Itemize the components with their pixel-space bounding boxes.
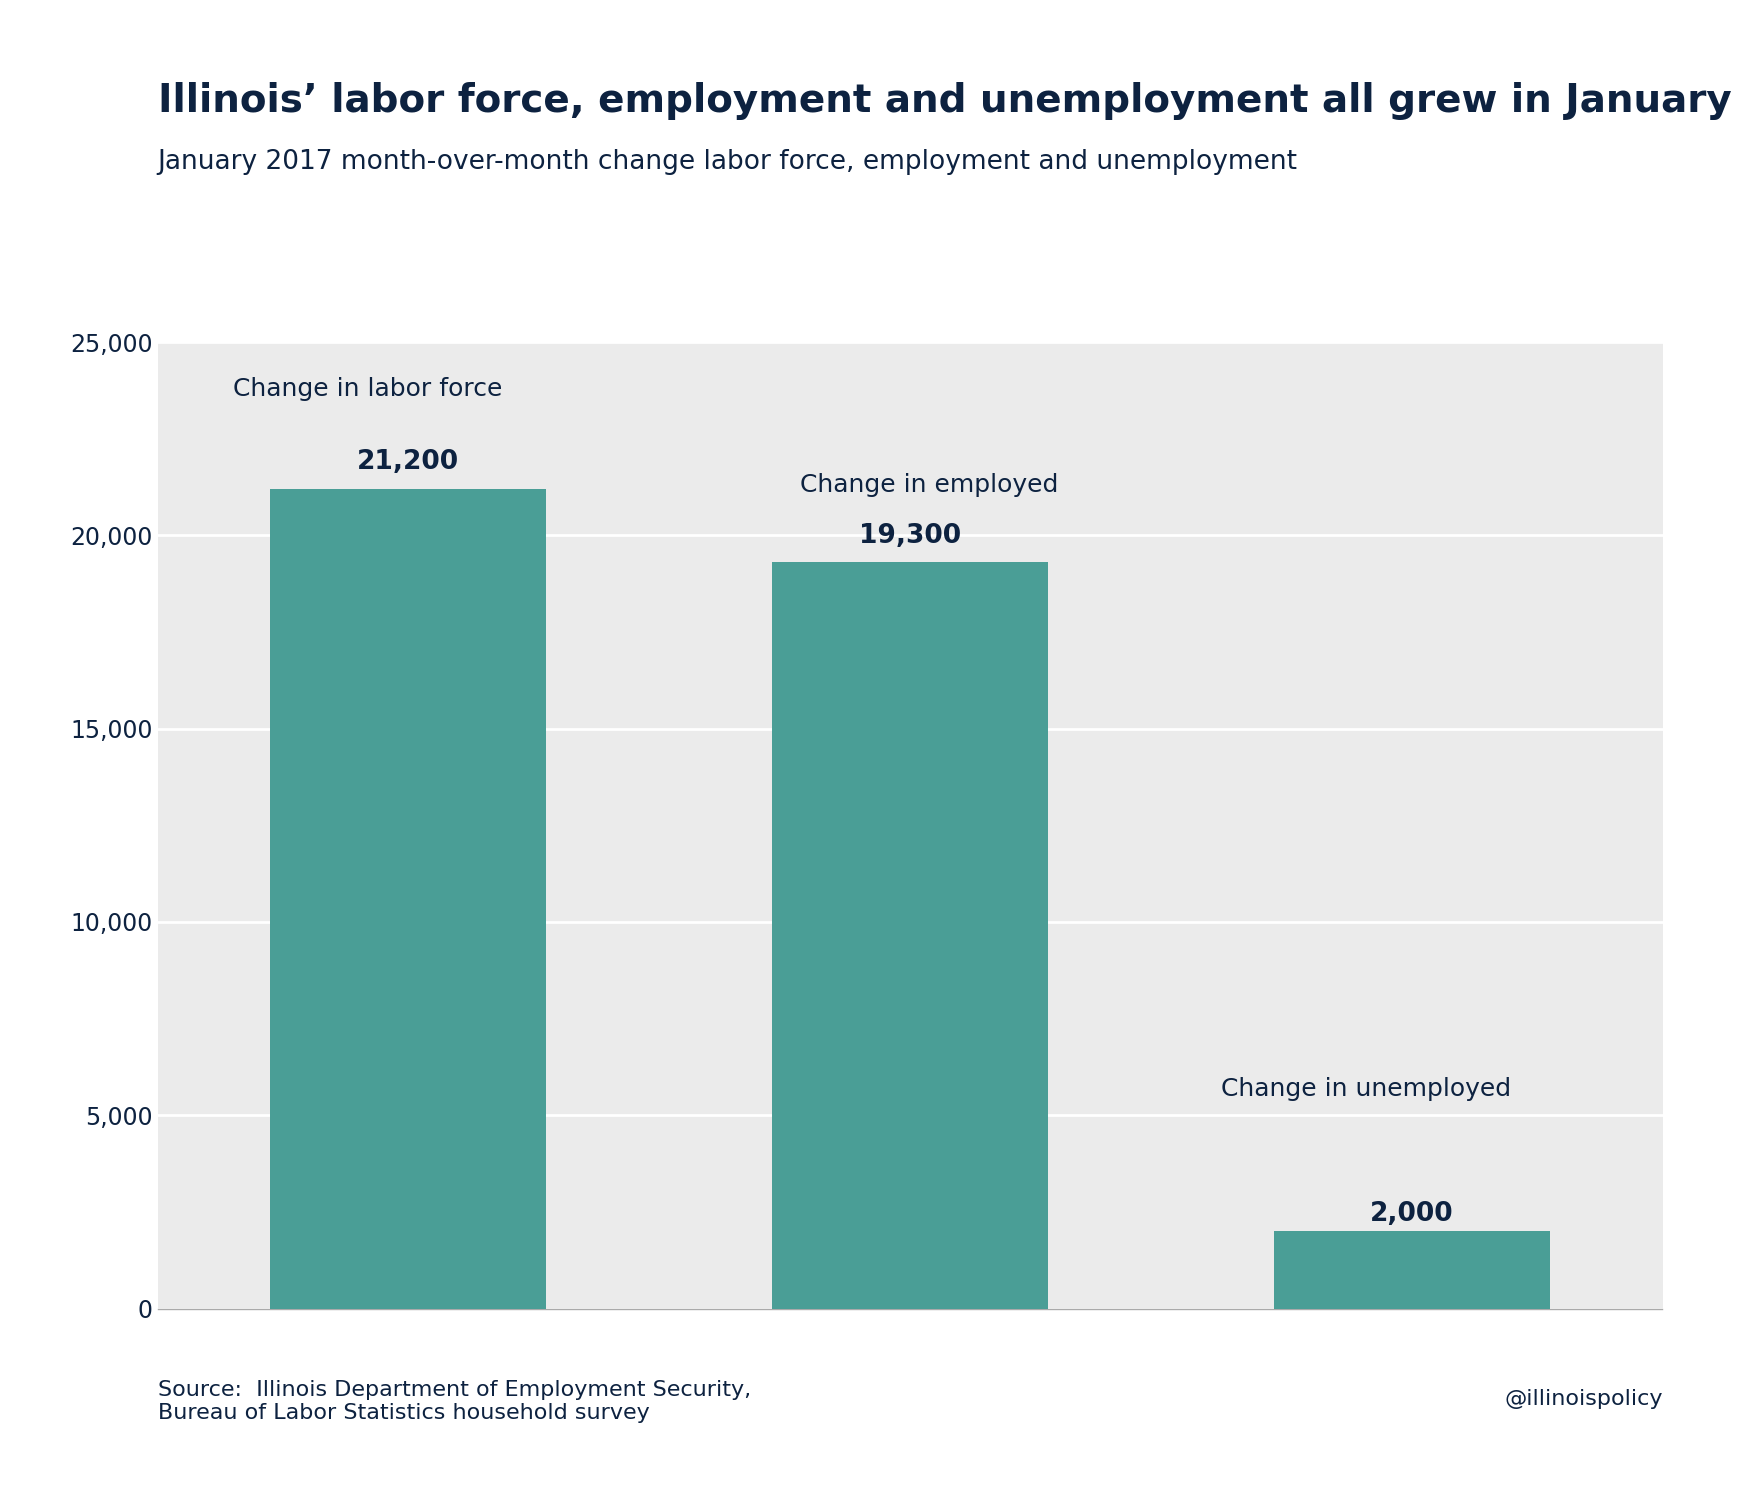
Bar — [1274, 1231, 1550, 1309]
Text: Source:  Illinois Department of Employment Security,
Bureau of Labor Statistics : Source: Illinois Department of Employmen… — [158, 1380, 751, 1423]
Text: 19,300: 19,300 — [859, 523, 961, 549]
Text: 2,000: 2,000 — [1370, 1201, 1454, 1227]
Text: Illinois’ labor force, employment and unemployment all grew in January: Illinois’ labor force, employment and un… — [158, 82, 1731, 120]
Text: @illinoispolicy: @illinoispolicy — [1503, 1389, 1662, 1408]
Text: Change in labor force: Change in labor force — [233, 376, 502, 401]
Text: January 2017 month-over-month change labor force, employment and unemployment: January 2017 month-over-month change lab… — [158, 149, 1297, 174]
Text: Change in employed: Change in employed — [800, 473, 1059, 498]
Bar — [772, 562, 1048, 1309]
Text: 21,200: 21,200 — [357, 449, 460, 476]
Bar — [270, 489, 546, 1309]
Text: Change in unemployed: Change in unemployed — [1222, 1077, 1512, 1100]
